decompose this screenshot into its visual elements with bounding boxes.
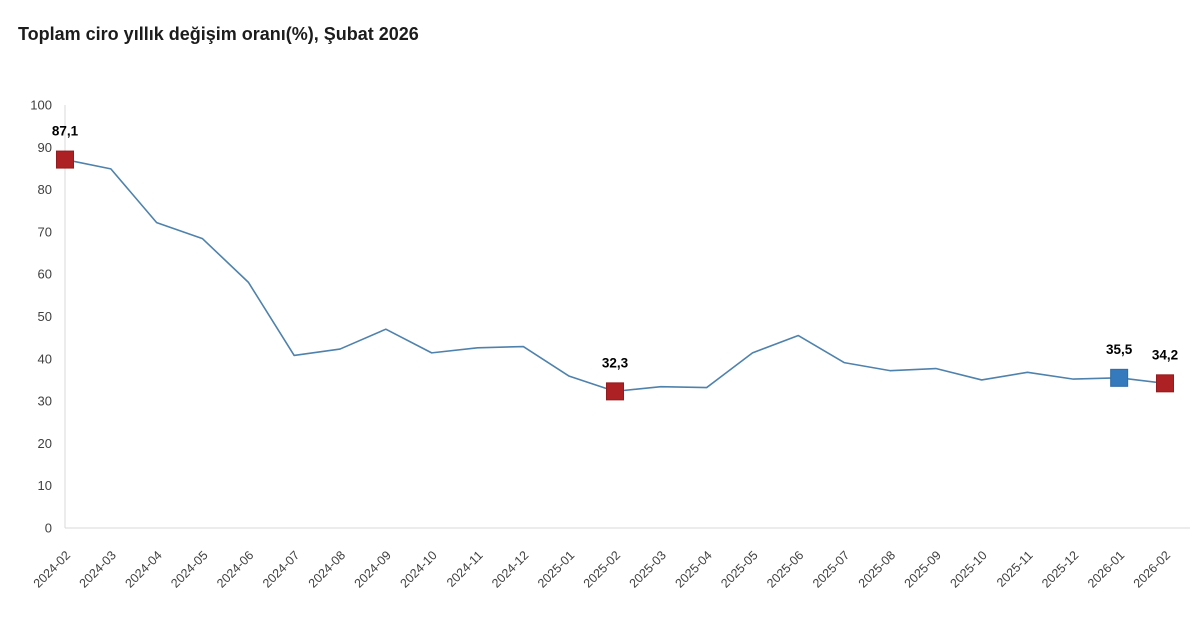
x-axis-tick-label: 2026-02: [1131, 548, 1173, 590]
data-point-label: 35,5: [1106, 342, 1133, 357]
data-point-marker[interactable]: [56, 150, 74, 169]
x-axis-tick-label: 2025-11: [994, 548, 1036, 590]
x-axis-tick-label: 2025-05: [718, 548, 760, 590]
x-axis-tick-label: 2025-08: [856, 548, 898, 590]
data-point-marker[interactable]: [1110, 368, 1129, 387]
data-point-marker[interactable]: [605, 382, 624, 401]
x-axis-tick-label: 2024-05: [168, 548, 210, 590]
data-point-label: 34,2: [1152, 347, 1178, 362]
chart-title: Toplam ciro yıllık değişim oranı(%), Şub…: [18, 24, 419, 44]
x-axis-tick-label: 2025-06: [764, 548, 806, 590]
x-axis-tick-label: 2024-02: [31, 548, 73, 590]
x-axis-tick-label: 2024-03: [77, 548, 119, 590]
x-axis-tick-label: 2026-01: [1085, 548, 1127, 590]
y-axis-tick-label: 20: [38, 436, 52, 451]
y-axis-tick-label: 50: [38, 309, 52, 324]
x-axis-tick-label: 2025-01: [535, 548, 577, 590]
x-axis-tick-label: 2024-12: [489, 548, 531, 590]
y-axis-tick-label: 90: [38, 140, 52, 155]
y-axis-tick-label: 30: [38, 394, 52, 409]
x-axis-tick-label: 2024-10: [397, 548, 439, 590]
y-axis-tick-label: 70: [38, 224, 52, 239]
x-axis-tick-label: 2025-12: [1039, 548, 1081, 590]
data-point-label: 32,3: [602, 355, 629, 370]
y-axis-tick-label: 40: [38, 351, 52, 366]
x-axis-tick-label: 2024-11: [444, 548, 486, 590]
x-axis-tick-label: 2025-10: [947, 548, 989, 590]
x-axis-tick-label: 2024-04: [122, 548, 164, 590]
x-axis-tick-label: 2024-07: [260, 548, 302, 590]
y-axis-tick-label: 100: [30, 98, 52, 113]
y-axis-tick-label: 60: [38, 267, 52, 282]
x-axis-tick-label: 2024-08: [306, 548, 348, 590]
y-axis-tick-label: 0: [45, 521, 52, 536]
x-axis-tick-label: 2024-06: [214, 548, 256, 590]
data-point-label: 87,1: [52, 124, 79, 139]
x-axis-tick-label: 2025-09: [902, 548, 944, 590]
x-axis-tick-label: 2025-02: [581, 548, 623, 590]
x-axis-tick-label: 2025-07: [810, 548, 852, 590]
x-axis-tick-label: 2025-03: [627, 548, 669, 590]
data-point-marker[interactable]: [1155, 374, 1174, 393]
y-axis-tick-label: 10: [38, 478, 52, 493]
y-axis-tick-label: 80: [38, 182, 52, 197]
x-axis-tick-label: 2025-04: [672, 548, 714, 590]
x-axis-tick-label: 2024-09: [352, 548, 394, 590]
